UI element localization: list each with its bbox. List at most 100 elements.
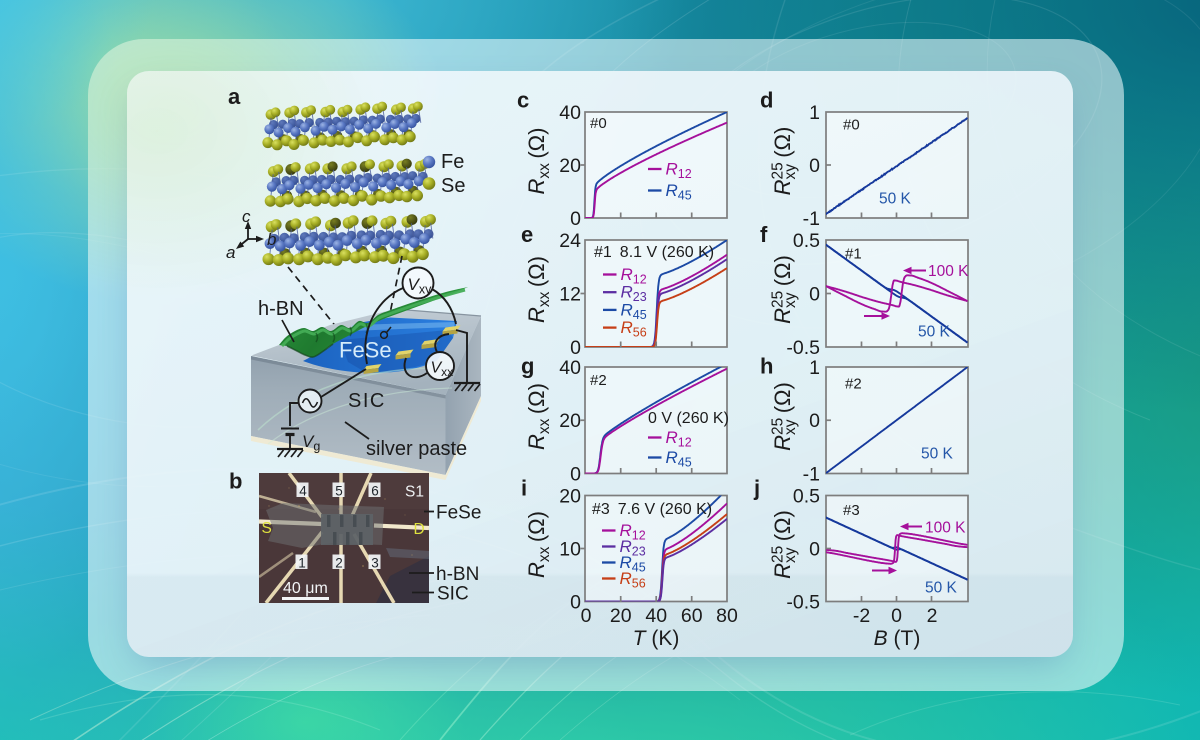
svg-text:1: 1: [809, 102, 820, 124]
svg-text:12: 12: [559, 283, 581, 305]
svg-text:i: i: [521, 476, 527, 501]
svg-text:20: 20: [559, 410, 581, 432]
svg-text:#0: #0: [843, 117, 860, 134]
svg-text:60: 60: [681, 605, 703, 627]
svg-text:T (K): T (K): [633, 627, 680, 650]
svg-text:D: D: [414, 521, 425, 538]
svg-text:R23: R23: [620, 537, 646, 559]
svg-text:R56: R56: [620, 569, 646, 591]
svg-text:100 K: 100 K: [925, 520, 966, 537]
svg-text:0: 0: [581, 605, 592, 627]
svg-text:Rxx (Ω): Rxx (Ω): [524, 511, 553, 578]
svg-text:#3: #3: [843, 502, 860, 519]
svg-text:S1: S1: [405, 484, 424, 501]
svg-text:R12: R12: [666, 428, 692, 450]
svg-text:1: 1: [809, 357, 820, 379]
svg-text:50 K: 50 K: [925, 580, 958, 597]
svg-text:b: b: [267, 230, 276, 249]
svg-text:40: 40: [645, 605, 667, 627]
svg-text:0: 0: [809, 155, 820, 177]
svg-text:R12: R12: [666, 160, 692, 182]
svg-text:R45: R45: [666, 448, 692, 470]
svg-text:#2: #2: [590, 372, 607, 389]
svg-text:S: S: [262, 520, 272, 537]
svg-text:Rxy25 (Ω): Rxy25 (Ω): [770, 382, 800, 451]
svg-text:Vxx: Vxx: [431, 360, 454, 380]
svg-text:Rxx (Ω): Rxx (Ω): [524, 128, 553, 195]
svg-text:#3 7.6 V (260 K): #3 7.6 V (260 K): [592, 501, 712, 518]
svg-text:Rxx (Ω): Rxx (Ω): [524, 256, 553, 323]
svg-text:B (T): B (T): [874, 627, 921, 650]
svg-text:-1: -1: [803, 208, 820, 230]
svg-text:g: g: [521, 354, 534, 379]
svg-text:R45: R45: [666, 181, 692, 203]
svg-text:20: 20: [610, 605, 632, 627]
svg-text:R12: R12: [620, 521, 646, 543]
svg-text:0: 0: [570, 463, 581, 485]
svg-text:R23: R23: [621, 283, 647, 305]
svg-text:c: c: [517, 88, 529, 113]
svg-text:silver paste: silver paste: [366, 438, 467, 460]
svg-text:R45: R45: [620, 553, 646, 575]
svg-text:#0: #0: [590, 115, 607, 132]
svg-text:0 V (260 K): 0 V (260 K): [648, 410, 729, 427]
svg-text:2: 2: [335, 556, 343, 571]
svg-text:80: 80: [716, 605, 738, 627]
svg-text:#1 8.1 V (260 K): #1 8.1 V (260 K): [594, 244, 714, 261]
svg-text:0: 0: [570, 337, 581, 359]
svg-text:0.5: 0.5: [793, 230, 820, 252]
svg-text:R56: R56: [621, 318, 647, 340]
svg-text:50 K: 50 K: [879, 191, 912, 208]
svg-text:-2: -2: [853, 605, 870, 627]
svg-text:0: 0: [570, 591, 581, 613]
svg-text:-1: -1: [803, 463, 820, 485]
svg-text:0: 0: [891, 605, 902, 627]
svg-text:Rxx (Ω): Rxx (Ω): [524, 383, 553, 450]
svg-text:0: 0: [809, 283, 820, 305]
svg-text:FeSe: FeSe: [436, 503, 481, 524]
svg-text:c: c: [242, 207, 251, 226]
svg-text:h-BN: h-BN: [258, 298, 304, 320]
svg-text:20: 20: [559, 155, 581, 177]
svg-text:-0.5: -0.5: [786, 337, 820, 359]
svg-text:f: f: [760, 222, 768, 247]
svg-text:100 K: 100 K: [928, 263, 969, 280]
svg-text:j: j: [753, 476, 760, 501]
svg-text:Rxy25 (Ω): Rxy25 (Ω): [770, 127, 800, 196]
svg-text:Vxy: Vxy: [408, 275, 433, 297]
svg-text:d: d: [760, 88, 773, 113]
svg-text:50 K: 50 K: [918, 324, 951, 341]
svg-text:FeSe: FeSe: [339, 338, 392, 363]
svg-text:Rxy25 (Ω): Rxy25 (Ω): [770, 510, 800, 579]
svg-text:6: 6: [371, 484, 379, 499]
svg-text:R12: R12: [621, 265, 647, 287]
svg-text:e: e: [521, 222, 533, 247]
svg-text:3: 3: [371, 556, 379, 571]
svg-text:a: a: [226, 243, 235, 262]
svg-text:SIC: SIC: [437, 584, 469, 605]
svg-text:Rxy25 (Ω): Rxy25 (Ω): [770, 255, 800, 324]
svg-text:40 μm: 40 μm: [283, 580, 328, 597]
svg-text:h: h: [760, 354, 773, 379]
svg-text:a: a: [228, 84, 241, 109]
svg-text:5: 5: [335, 484, 343, 499]
svg-text:b: b: [229, 469, 242, 494]
svg-text:-0.5: -0.5: [786, 591, 820, 613]
svg-text:2: 2: [927, 605, 938, 627]
svg-text:Se: Se: [441, 175, 465, 197]
svg-text:4: 4: [299, 484, 307, 499]
svg-text:50 K: 50 K: [921, 446, 954, 463]
svg-text:Fe: Fe: [441, 151, 464, 173]
svg-text:0: 0: [809, 410, 820, 432]
svg-text:h-BN: h-BN: [436, 564, 479, 585]
svg-text:0.5: 0.5: [793, 485, 820, 507]
svg-text:0: 0: [809, 538, 820, 560]
svg-text:40: 40: [559, 102, 581, 124]
svg-text:SIC: SIC: [348, 390, 386, 412]
svg-text:#2: #2: [845, 376, 862, 393]
svg-text:20: 20: [559, 485, 581, 507]
svg-text:Vg: Vg: [302, 432, 320, 454]
svg-text:10: 10: [559, 538, 581, 560]
svg-text:1: 1: [298, 556, 306, 571]
svg-text:24: 24: [559, 230, 581, 252]
